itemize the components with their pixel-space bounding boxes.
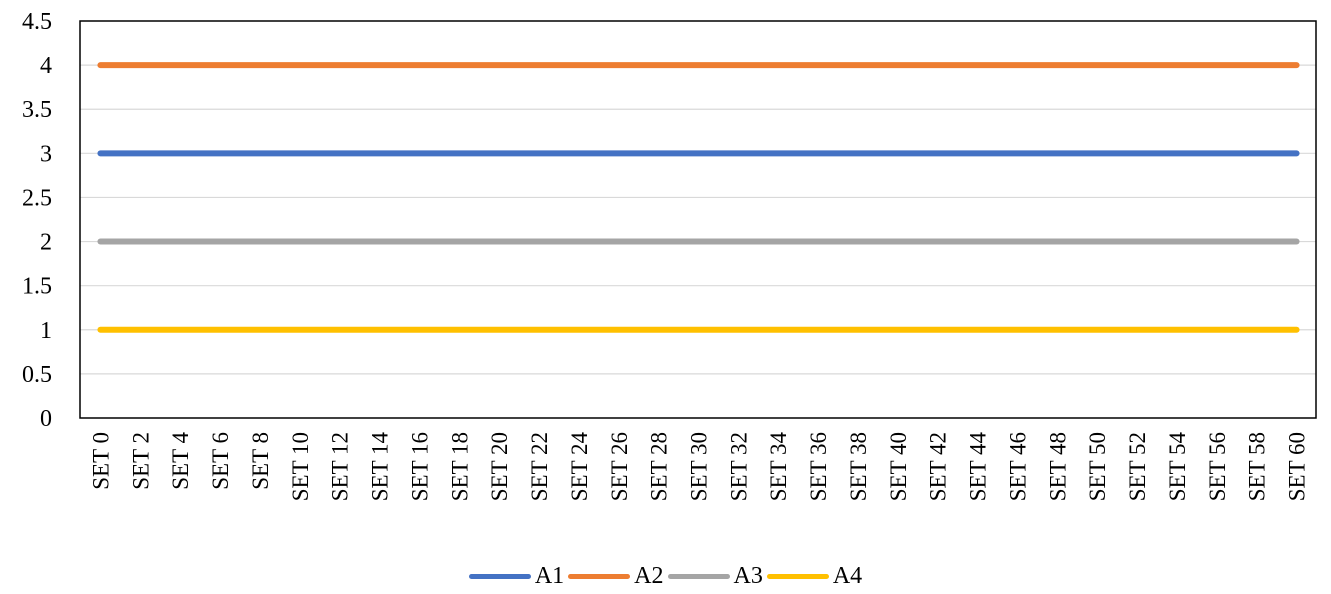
x-tick-label: SET 38 <box>846 432 871 501</box>
x-tick-label: SET 56 <box>1205 432 1230 501</box>
x-tick-label: SET 2 <box>128 432 153 490</box>
y-tick-label: 2.5 <box>22 185 52 211</box>
line-chart: 00.511.522.533.544.5 SET 0 SET 2 SET 4 SET … <box>22 9 1317 502</box>
y-tick-label: 4.5 <box>22 9 52 35</box>
y-axis-ticks: 0 0.5 1 1.5 2 2.5 3 3.5 4 4.5 <box>22 9 52 432</box>
x-tick-label: SET 16 <box>407 432 432 501</box>
x-tick-label: SET 26 <box>607 432 632 501</box>
x-tick-label: SET 12 <box>328 432 353 501</box>
x-tick-label: SET 50 <box>1085 432 1110 501</box>
legend-swatch <box>568 573 631 579</box>
x-tick-label: SET 8 <box>248 432 273 490</box>
x-tick-label: SET 30 <box>687 432 712 501</box>
x-tick-label: SET 10 <box>288 432 313 501</box>
legend-label: A4 <box>832 562 863 589</box>
legend-item-a2: A2 <box>568 562 664 590</box>
x-tick-label: SET 52 <box>1125 432 1150 501</box>
x-tick-label: SET 24 <box>567 432 592 502</box>
legend-swatch <box>468 573 531 579</box>
y-tick-label: 0.5 <box>22 362 52 388</box>
plot-area-border <box>79 20 1317 419</box>
x-tick-label: SET 48 <box>1045 432 1070 501</box>
y-tick-label: 2 <box>40 230 52 256</box>
y-tick-label: 0 <box>40 406 52 432</box>
x-tick-label: SET 14 <box>368 432 393 502</box>
x-tick-label: SET 60 <box>1285 432 1310 501</box>
x-tick-label: SET 46 <box>1005 432 1030 501</box>
x-tick-label: SET 40 <box>886 432 911 501</box>
legend-label: A2 <box>634 562 664 589</box>
legend-item-a3: A3 <box>667 562 763 590</box>
y-tick-label: 3.5 <box>22 97 52 123</box>
legend: A1 A2 A3 A4 <box>0 560 1331 592</box>
series-lines <box>97 62 1300 333</box>
x-tick-label: SET 42 <box>926 432 951 501</box>
x-tick-label: SET 6 <box>208 432 233 490</box>
x-tick-label: SET 44 <box>966 432 991 502</box>
x-tick-label: SET 22 <box>527 432 552 501</box>
x-tick-label: SET 32 <box>726 432 751 501</box>
y-tick-label: 3 <box>40 141 52 167</box>
x-tick-label: SET 4 <box>168 432 193 490</box>
x-axis-ticks: SET 0 SET 2 SET 4 SET 6 SET 8 SET 10 SET 12 SET… <box>88 432 1309 502</box>
x-tick-label: SET 36 <box>806 432 831 501</box>
x-tick-label: SET 58 <box>1245 432 1270 501</box>
legend-label: A3 <box>733 562 763 589</box>
x-tick-label: SET 18 <box>447 432 472 501</box>
y-tick-label: 1.5 <box>22 274 52 300</box>
legend-item-a4: A4 <box>766 562 863 590</box>
x-tick-label: SET 0 <box>88 432 113 490</box>
legend-item-a1: A1 <box>468 562 565 590</box>
x-tick-label: SET 28 <box>647 432 672 501</box>
legend-label: A1 <box>534 562 565 589</box>
x-tick-label: SET 20 <box>487 432 512 501</box>
x-tick-label: SET 54 <box>1165 432 1190 502</box>
legend-swatch <box>667 573 730 579</box>
y-tick-label: 4 <box>40 53 52 79</box>
y-tick-label: 1 <box>40 318 52 344</box>
legend-swatch <box>766 573 829 579</box>
x-tick-label: SET 34 <box>766 432 791 502</box>
